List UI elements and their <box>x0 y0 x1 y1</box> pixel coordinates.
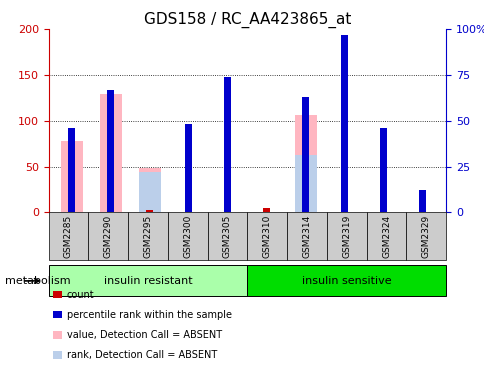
Text: rank, Detection Call = ABSENT: rank, Detection Call = ABSENT <box>67 350 217 361</box>
Bar <box>419 196 425 212</box>
Text: GSM2310: GSM2310 <box>262 214 271 258</box>
Text: GSM2319: GSM2319 <box>342 214 350 258</box>
Bar <box>61 141 82 212</box>
Bar <box>302 97 309 212</box>
Bar <box>185 124 192 212</box>
Bar <box>379 153 387 212</box>
Bar <box>294 115 316 212</box>
Bar <box>419 190 425 212</box>
Text: GSM2295: GSM2295 <box>143 214 152 258</box>
Text: GSM2314: GSM2314 <box>302 214 311 258</box>
Text: metabolism: metabolism <box>5 276 70 286</box>
Bar <box>224 104 231 212</box>
Title: GDS158 / RC_AA423865_at: GDS158 / RC_AA423865_at <box>143 12 350 28</box>
Text: value, Detection Call = ABSENT: value, Detection Call = ABSENT <box>67 330 222 340</box>
Bar <box>68 128 75 212</box>
Bar <box>139 172 160 212</box>
Bar <box>107 209 114 212</box>
Bar <box>294 154 316 212</box>
Text: GSM2290: GSM2290 <box>104 214 112 258</box>
Text: GSM2324: GSM2324 <box>381 214 390 258</box>
Text: count: count <box>67 290 94 300</box>
Bar <box>341 65 348 212</box>
Bar <box>263 208 270 212</box>
Bar <box>146 209 153 212</box>
Bar <box>68 209 75 212</box>
Text: GSM2329: GSM2329 <box>421 214 430 258</box>
Bar <box>185 150 192 212</box>
Bar <box>100 94 121 212</box>
Text: GSM2300: GSM2300 <box>183 214 192 258</box>
Bar <box>341 35 348 212</box>
Text: percentile rank within the sample: percentile rank within the sample <box>67 310 231 320</box>
Text: GSM2305: GSM2305 <box>223 214 231 258</box>
Bar <box>139 168 160 212</box>
Bar <box>107 90 114 212</box>
Bar <box>224 77 231 212</box>
Text: GSM2285: GSM2285 <box>64 214 73 258</box>
Text: insulin resistant: insulin resistant <box>104 276 192 286</box>
Text: insulin sensitive: insulin sensitive <box>302 276 391 286</box>
Bar <box>379 128 387 212</box>
Bar <box>302 209 309 212</box>
